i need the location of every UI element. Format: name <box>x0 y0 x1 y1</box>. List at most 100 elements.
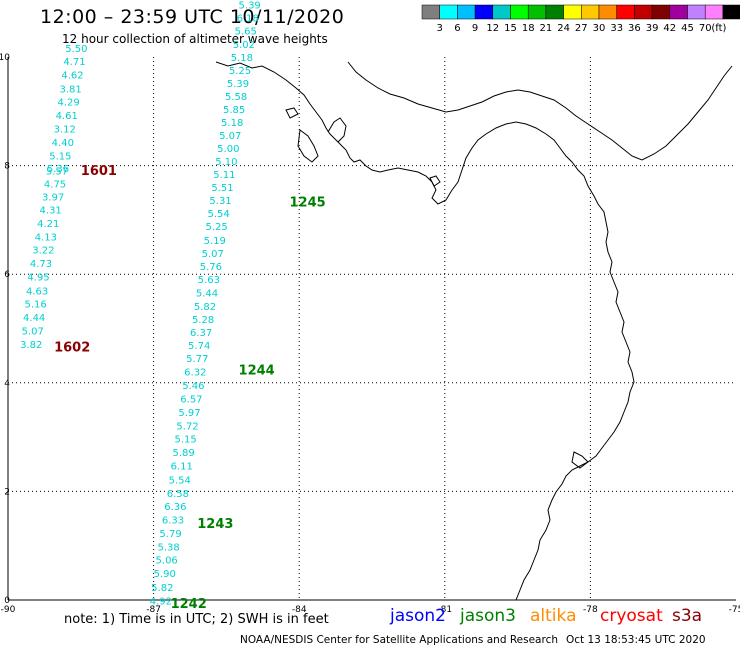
pass-number-label: 1244 <box>239 364 275 379</box>
wave-height-value: 6.32 <box>184 368 206 379</box>
legend-label: 9 <box>472 23 478 34</box>
wave-height-value: 5.90 <box>154 569 176 580</box>
wave-height-value: 5.18 <box>231 53 253 64</box>
coastline <box>215 61 733 601</box>
wave-height-value: 4.13 <box>35 233 57 244</box>
legend-label: 42 <box>663 23 676 34</box>
wave-height-value: 5.07 <box>22 326 44 337</box>
legend-label: 70 <box>699 23 712 34</box>
wave-height-value: 3.81 <box>59 84 81 95</box>
azuero-peninsula <box>297 129 319 163</box>
wave-height-value: 5.25 <box>229 66 251 77</box>
wave-height-value: 5.06 <box>156 556 178 567</box>
gulf-of-panama-coast <box>327 117 347 143</box>
wave-height-value: 5.54 <box>207 209 229 220</box>
wave-height-value: 5.11 <box>213 170 235 181</box>
wave-height-value: 5.00 <box>217 144 239 155</box>
wave-height-value: 5.82 <box>194 302 216 313</box>
lon-tick-label: -84 <box>292 605 307 615</box>
wave-height-value: 6.18 <box>237 14 259 25</box>
lat-tick-label: 6 <box>4 270 10 280</box>
lon-tick-label: -90 <box>1 605 16 615</box>
wave-height-value: 6.58 <box>167 489 189 500</box>
satellite-altika: altika <box>530 606 577 626</box>
wave-height-value: 5.51 <box>211 183 233 194</box>
map-frame <box>7 57 736 601</box>
pass-labels: 1601 1602 1245 1244 1243 1242 <box>54 164 326 612</box>
gorgona-island <box>571 451 589 469</box>
wave-height-value: 5.79 <box>159 529 181 540</box>
wave-height-value: 5.89 <box>173 448 195 459</box>
color-legend: 3 6 9 12 15 18 21 24 27 30 33 36 39 42 45 70 (ft) <box>421 4 740 34</box>
lon-tick-label: -87 <box>146 605 161 615</box>
legend-label: 27 <box>575 23 588 34</box>
satellite-s3a: s3a <box>672 606 703 626</box>
wave-height-value: 5.02 <box>233 40 255 51</box>
wave-height-value: 5.58 <box>225 92 247 103</box>
wave-height-value: 5.97 <box>178 408 200 419</box>
wave-height-value: 4.21 <box>37 219 59 230</box>
wave-height-value: 5.25 <box>206 222 228 233</box>
lat-tick-label: 8 <box>4 162 10 172</box>
wave-height-value: 3.22 <box>32 246 54 257</box>
map-subtitle: 12 hour collection of altimeter wave hei… <box>62 32 328 46</box>
wave-height-value: 5.57 <box>46 166 68 177</box>
wave-height-value: 5.28 <box>192 315 214 326</box>
pacific-coastline <box>215 61 635 601</box>
pass-number-label: 1601 <box>81 164 117 179</box>
pass-number-label: 1245 <box>289 195 325 210</box>
wave-height-value: 4.75 <box>44 179 66 190</box>
wave-height-value: 6.11 <box>171 462 193 473</box>
legend-label: 15 <box>504 23 517 34</box>
wave-height-value: 5.10 <box>215 157 237 168</box>
lon-tick-label: -78 <box>583 605 598 615</box>
generated-timestamp: Oct 13 18:53:45 UTC 2020 <box>566 634 706 646</box>
wave-height-value: 5.39 <box>227 79 249 90</box>
pass-number-label: 1243 <box>197 517 233 532</box>
satellite-jason2: jason2 <box>390 606 446 626</box>
wave-height-value: 5.15 <box>49 152 71 163</box>
wave-height-value: 5.85 <box>223 105 245 116</box>
legend-label: 6 <box>454 23 460 34</box>
wave-height-value: 5.38 <box>157 543 179 554</box>
wave-height-value: 5.36 <box>47 164 69 175</box>
lat-tick-label: 10 <box>0 53 10 63</box>
lat-lon-grid: -90 -87 -84 -81 -78 -75 0 2 4 6 8 10 <box>0 53 740 615</box>
wave-height-value: 4.63 <box>26 286 48 297</box>
satellite-cryosat: cryosat <box>600 606 663 626</box>
coiba-island <box>285 107 299 119</box>
wave-height-value: 3.97 <box>42 192 64 203</box>
wave-height-value: 5.72 <box>176 421 198 432</box>
wave-height-value: 4.61 <box>56 111 78 122</box>
wave-height-value: 4.92 <box>150 596 172 607</box>
pass-number-label: 1242 <box>171 597 207 612</box>
altimeter-tracks: 3.82 5.07 4.44 5.16 4.63 4.95 4.73 3.22 4.13 4.21… <box>20 1 261 608</box>
wave-height-value: 4.31 <box>40 205 62 216</box>
wave-height-value: 5.82 <box>151 583 173 594</box>
caribbean-coastline <box>347 61 733 161</box>
lon-tick-label: -75 <box>729 605 740 615</box>
pearl-islands <box>429 175 441 187</box>
wave-height-value: 5.07 <box>202 249 224 260</box>
wave-height-value: 5.77 <box>186 354 208 365</box>
legend-label: 21 <box>540 23 553 34</box>
wave-height-value: 5.16 <box>25 299 47 310</box>
wave-height-value: 6.33 <box>162 515 184 526</box>
wave-height-value: 6.57 <box>180 394 202 405</box>
legend-label: 24 <box>557 23 570 34</box>
wave-height-value: 5.07 <box>219 131 241 142</box>
wave-height-value: 4.29 <box>58 97 80 108</box>
legend-label: 45 <box>681 23 694 34</box>
wave-height-value: 5.63 <box>198 275 220 286</box>
wave-height-value: 4.71 <box>63 57 85 68</box>
wave-height-value: 6.37 <box>190 328 212 339</box>
wave-height-value: 6.36 <box>164 502 186 513</box>
wave-height-value: 5.15 <box>174 435 196 446</box>
lat-tick-label: 2 <box>4 487 10 497</box>
units-note: note: 1) Time is in UTC; 2) SWH is in fe… <box>64 612 329 627</box>
wave-height-value: 5.65 <box>235 27 257 38</box>
legend-label: 3 <box>437 23 443 34</box>
wave-height-value: 5.31 <box>209 196 231 207</box>
legend-label: 30 <box>593 23 606 34</box>
